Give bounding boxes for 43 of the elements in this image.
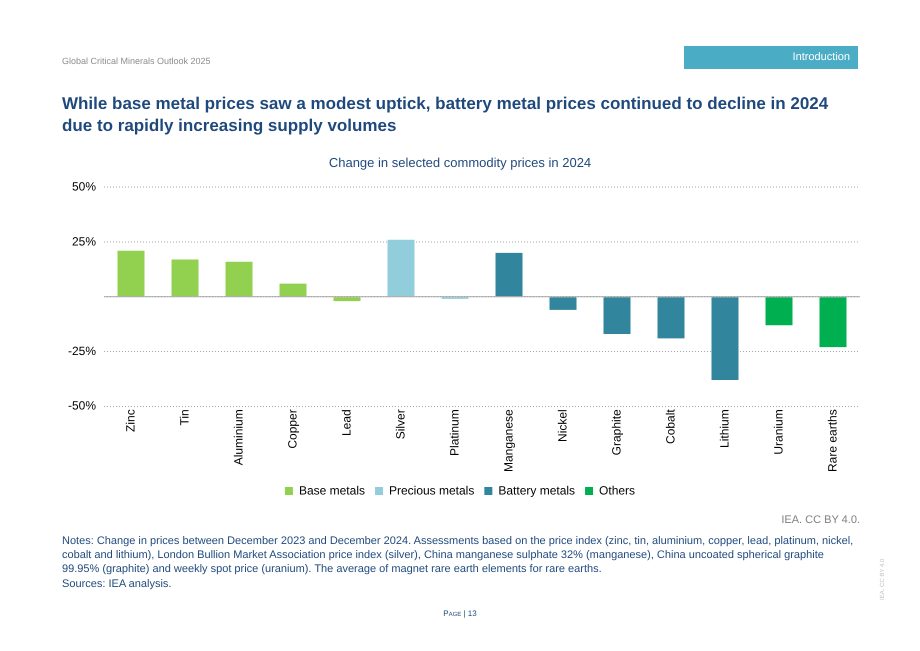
y-tick-label: 50%: [72, 180, 96, 194]
x-tick-label: Cobalt: [663, 408, 678, 444]
x-tick-label: Lead: [339, 409, 354, 436]
text: Page | 13: [442, 609, 478, 618]
text: IEA. CC BY 4.0.: [781, 514, 860, 526]
bar: [226, 262, 253, 296]
text: Introduction: [684, 46, 858, 69]
x-tick-label: Silver: [393, 409, 408, 440]
bar: [712, 297, 738, 380]
chart-title: Change in selected commodity prices in 2024: [328, 155, 592, 170]
x-tick-label: Nickel: [555, 409, 570, 442]
x-tick-label: Tin: [177, 409, 192, 426]
x-tick-label: Rare earths: [825, 409, 840, 472]
y-tick-label: -25%: [68, 344, 96, 358]
legend-label: Base metals: [298, 483, 365, 498]
bar: [172, 260, 199, 296]
bar: [118, 250, 145, 296]
bar: [766, 297, 792, 326]
x-tick-label: Platinum: [447, 409, 462, 456]
legend-label: Others: [599, 483, 636, 498]
bar: [820, 297, 846, 348]
text: Notes: Change in prices between December 2023 and December 2024. Assessments based on the price index (zinc, tin, aluminium, copper, lead, platinum, nickel, cobalt and lithium), London Bullion Market Association price index (silver), China manganese sulphate 32% (manganese), China uncoated spherical graphite 99.95% (graphite) and weekly spot price (uranium). The average of magnet rare earth elements for rare earths.: [62, 534, 854, 576]
x-tick-label: Graphite: [609, 408, 624, 456]
x-tick-label: Zinc: [123, 409, 138, 432]
bar: [280, 284, 307, 296]
x-tick-label: Lithium: [717, 409, 732, 448]
bar: [604, 297, 631, 334]
x-tick-label: Uranium: [771, 409, 786, 455]
bar: [496, 252, 523, 296]
text: Global Critical Minerals Outlook 2025: [62, 56, 211, 66]
bar: [388, 240, 415, 296]
bar: [550, 297, 577, 310]
legend-label: Battery metals: [498, 483, 576, 498]
source-note: Sources: IEA analysis.: [62, 578, 172, 590]
x-tick-label: Manganese: [501, 408, 516, 472]
x-tick-label: Copper: [285, 409, 300, 449]
x-tick-label: Aluminium: [231, 409, 246, 466]
bar: [334, 297, 361, 302]
y-tick-label: -50%: [68, 398, 96, 413]
legend-label: Precious metals: [388, 483, 474, 498]
bar: [658, 297, 685, 338]
chart-subtitle: While base metal prices saw a modest uptick, battery metal prices continued to decline in 2024 due to rapidly increasing supply volumes: [62, 93, 830, 137]
y-tick-label: 25%: [72, 234, 96, 248]
